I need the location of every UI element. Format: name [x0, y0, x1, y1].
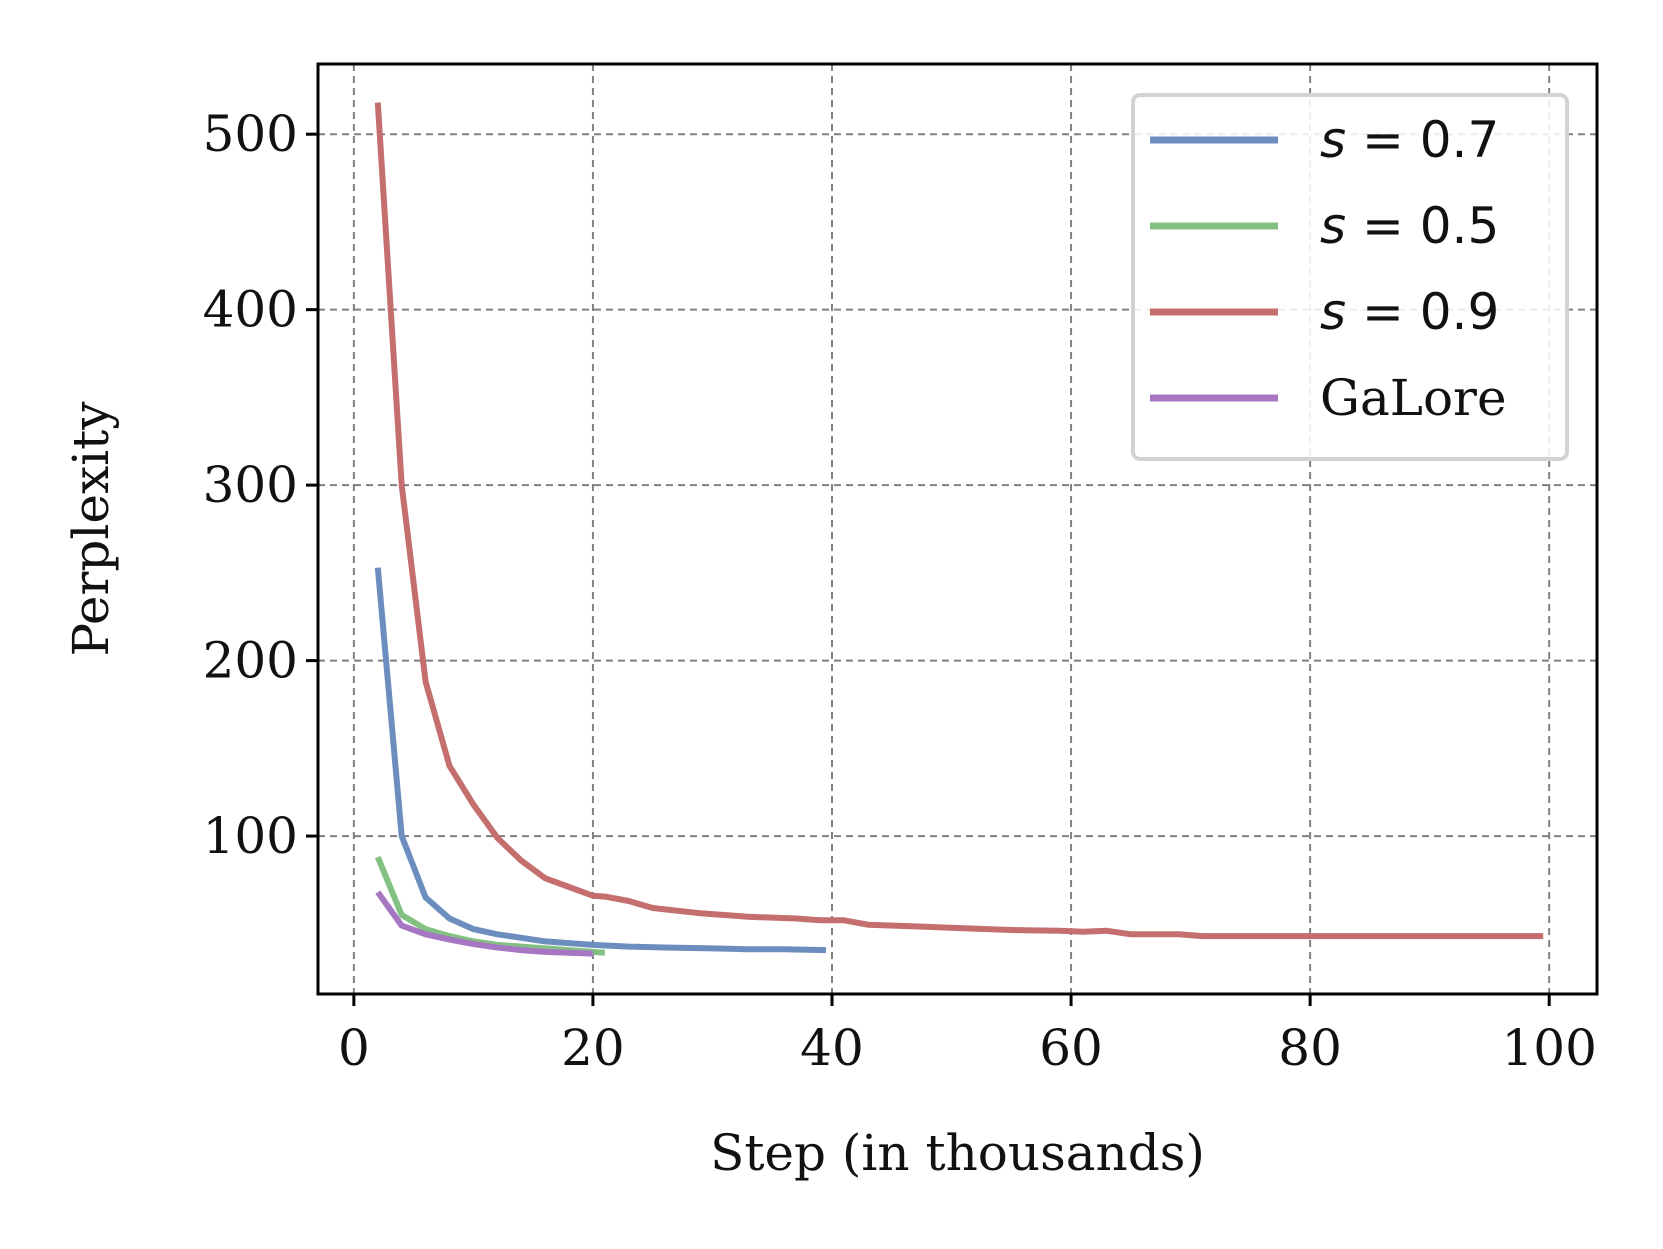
axis-ticks: 0 20 40 60 80 100 100 200 300 400 500 [203, 105, 1597, 1077]
x-tick-label: 0 [338, 1019, 370, 1077]
series-lines [374, 102, 1544, 957]
x-tick-label: 80 [1278, 1019, 1342, 1077]
legend-label: s = 0.5 [1320, 197, 1499, 255]
x-tick-label: 40 [800, 1019, 864, 1077]
plot-area-frame [316, 62, 1599, 996]
legend-label: s = 0.9 [1320, 283, 1499, 341]
y-tick-label: 200 [203, 632, 298, 690]
y-tick-label: 100 [203, 807, 298, 865]
y-axis-title: Perplexity [62, 401, 120, 657]
x-axis-title: Step (in thousands) [710, 1124, 1205, 1182]
x-tick-label: 60 [1039, 1019, 1103, 1077]
legend-label: s = 0.7 [1320, 111, 1499, 169]
legend: s = 0.7 s = 0.5 s = 0.9 GaLore [1131, 93, 1569, 461]
series-line [375, 890, 594, 957]
legend-box [1131, 93, 1569, 461]
series-line [375, 855, 606, 956]
legend-label: GaLore [1320, 369, 1507, 427]
x-tick-label: 100 [1501, 1019, 1596, 1077]
y-tick-label: 300 [203, 456, 298, 514]
series-line [374, 567, 827, 954]
grid-lines [318, 64, 1597, 994]
y-tick-label: 500 [203, 105, 298, 163]
series-line [374, 102, 1544, 940]
x-tick-label: 20 [561, 1019, 625, 1077]
y-tick-label: 400 [203, 281, 298, 339]
